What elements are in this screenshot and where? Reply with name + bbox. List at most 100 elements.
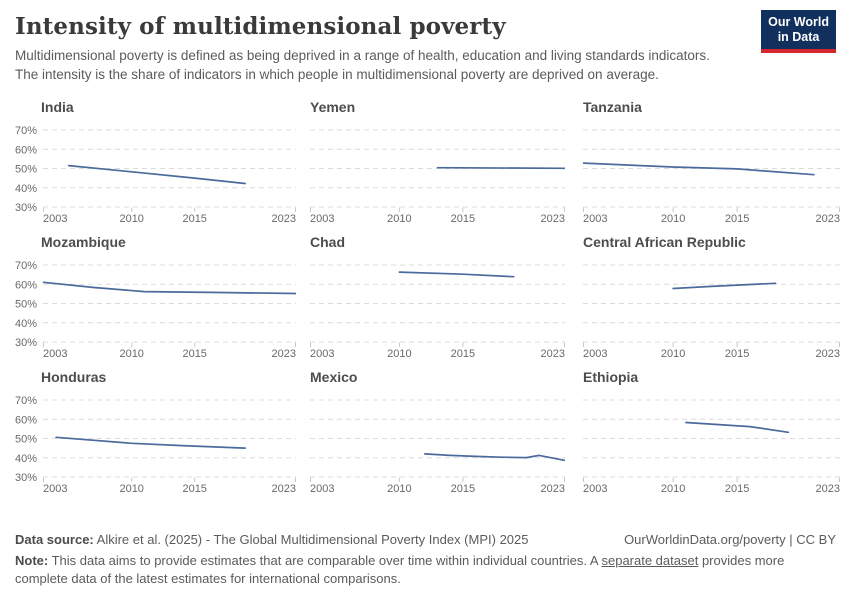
- series-line: [398, 271, 515, 278]
- x-tick-label: 2003: [310, 348, 334, 360]
- x-tick-label: 2023: [816, 483, 840, 495]
- facet-plot[interactable]: 2003 2010 2015 2023: [310, 391, 565, 495]
- y-tick-label: 50%: [15, 299, 37, 311]
- y-tick-label: 30%: [15, 337, 37, 349]
- x-tick-label: 2003: [310, 213, 334, 225]
- line-chart: 2003 2010 2015 2023: [583, 399, 840, 495]
- line-chart: 70% 60% 50% 40% 30% 2003 2010 2015 2023: [15, 125, 296, 225]
- facet-title: Tanzania: [583, 99, 642, 115]
- y-tick-label: 30%: [15, 202, 37, 214]
- facet-india: India 70% 60% 50% 40% 30% 2003 2010 2015 2023: [15, 98, 296, 225]
- x-tick-label: 2010: [387, 483, 411, 495]
- x-tick-label: 2010: [661, 348, 685, 360]
- facet-ethiopia: Ethiopia 2003 2010 2015 2023: [565, 368, 840, 495]
- facet-plot[interactable]: 2003 2010 2015 2023: [583, 256, 840, 360]
- x-tick-label: 2010: [661, 213, 685, 225]
- line-chart: 70% 60% 50% 40% 30% 2003 2010 2015 2023: [15, 260, 296, 360]
- separate-dataset-link[interactable]: separate dataset: [601, 553, 699, 568]
- x-tick-label: 2003: [43, 483, 67, 495]
- line-chart: 2003 2010 2015 2023: [583, 129, 840, 225]
- series-line: [67, 164, 246, 185]
- facet-title: Chad: [310, 234, 345, 250]
- y-tick-label: 40%: [15, 453, 37, 465]
- y-tick-label: 60%: [15, 279, 37, 291]
- facet-title: Mexico: [310, 369, 358, 385]
- facet-plot[interactable]: 2003 2010 2015 2023: [310, 121, 565, 225]
- x-tick-label: 2010: [119, 348, 143, 360]
- chart-footer: Data source: Alkire et al. (2025) - The …: [0, 531, 850, 600]
- chart-header: Intensity of multidimensional poverty Ou…: [0, 0, 850, 84]
- note-text-after: provides more complete data of the lates…: [15, 553, 785, 586]
- series-line: [55, 436, 246, 449]
- line-chart: 70% 60% 50% 40% 30% 2003 2010 2015 2023: [15, 395, 296, 495]
- owid-logo-line1: Our World: [768, 15, 829, 29]
- facet-mexico: Mexico 2003 2010 2015 2023: [296, 368, 565, 495]
- owid-logo[interactable]: Our World in Data: [761, 10, 836, 53]
- y-tick-label: 50%: [15, 164, 37, 176]
- facet-grid: India 70% 60% 50% 40% 30% 2003 2010 2015 2023 Ye…: [15, 98, 840, 495]
- series-line: [423, 453, 565, 462]
- y-tick-label: 70%: [15, 125, 37, 137]
- facet-plot[interactable]: 70% 60% 50% 40% 30% 2003 2010 2015 2023: [15, 256, 296, 360]
- line-chart: 2003 2010 2015 2023: [310, 129, 565, 225]
- series-line: [436, 166, 565, 170]
- x-tick-label: 2010: [119, 483, 143, 495]
- x-tick-label: 2010: [387, 213, 411, 225]
- data-source-text: Alkire et al. (2025) - The Global Multid…: [93, 532, 529, 547]
- x-tick-label: 2010: [661, 483, 685, 495]
- x-tick-label: 2015: [182, 348, 206, 360]
- facet-yemen: Yemen 2003 2010 2015 2023: [296, 98, 565, 225]
- x-tick-label: 2010: [387, 348, 411, 360]
- facet-title: Central African Republic: [583, 234, 746, 250]
- x-tick-label: 2003: [310, 483, 334, 495]
- facet-chad: Chad 2003 2010 2015 2023: [296, 233, 565, 360]
- facet-plot[interactable]: 2003 2010 2015 2023: [310, 256, 565, 360]
- note-label: Note:: [15, 553, 49, 568]
- facet-title: Yemen: [310, 99, 356, 115]
- y-tick-label: 60%: [15, 414, 37, 426]
- series-line: [685, 421, 790, 434]
- x-tick-label: 2003: [43, 348, 67, 360]
- facet-plot[interactable]: 70% 60% 50% 40% 30% 2003 2010 2015 2023: [15, 391, 296, 495]
- x-tick-label: 2023: [272, 213, 296, 225]
- x-tick-label: 2023: [816, 348, 840, 360]
- x-tick-label: 2023: [541, 348, 565, 360]
- series-line: [583, 162, 815, 176]
- x-tick-label: 2015: [182, 483, 206, 495]
- x-tick-label: 2023: [272, 483, 296, 495]
- page-title: Intensity of multidimensional poverty: [15, 13, 506, 40]
- x-tick-label: 2023: [816, 213, 840, 225]
- x-tick-label: 2015: [725, 348, 749, 360]
- attribution: OurWorldinData.org/poverty | CC BY: [624, 532, 836, 547]
- line-chart: 2003 2010 2015 2023: [583, 264, 840, 360]
- x-tick-label: 2023: [541, 483, 565, 495]
- y-tick-label: 70%: [15, 395, 37, 407]
- facet-title: Ethiopia: [583, 369, 639, 385]
- facet-plot[interactable]: 70% 60% 50% 40% 30% 2003 2010 2015 2023: [15, 121, 296, 225]
- data-source-label: Data source:: [15, 532, 94, 547]
- x-tick-label: 2003: [583, 483, 607, 495]
- source-row: Data source: Alkire et al. (2025) - The …: [15, 531, 836, 549]
- x-tick-label: 2015: [451, 348, 475, 360]
- x-tick-label: 2003: [43, 213, 67, 225]
- x-tick-label: 2015: [451, 213, 475, 225]
- y-tick-label: 50%: [15, 434, 37, 446]
- x-tick-label: 2015: [451, 483, 475, 495]
- x-tick-label: 2023: [272, 348, 296, 360]
- facet-mozambique: Mozambique 70% 60% 50% 40% 30% 2003 2010 2015 20…: [15, 233, 296, 360]
- x-tick-label: 2015: [182, 213, 206, 225]
- facet-central-african-republic: Central African Republic 2003 2010 2015 202…: [565, 233, 840, 360]
- owid-logo-line2: in Data: [777, 30, 820, 44]
- y-tick-label: 60%: [15, 144, 37, 156]
- x-tick-label: 2003: [583, 348, 607, 360]
- facet-tanzania: Tanzania 2003 2010 2015 2023: [565, 98, 840, 225]
- facet-plot[interactable]: 2003 2010 2015 2023: [583, 121, 840, 225]
- facet-plot[interactable]: 2003 2010 2015 2023: [583, 391, 840, 495]
- series-line: [42, 281, 296, 295]
- x-tick-label: 2015: [725, 483, 749, 495]
- y-tick-label: 30%: [15, 472, 37, 484]
- line-chart: 2003 2010 2015 2023: [310, 264, 565, 360]
- chart-subtitle: Multidimensional poverty is defined as b…: [15, 48, 710, 82]
- facet-title: Mozambique: [41, 234, 126, 250]
